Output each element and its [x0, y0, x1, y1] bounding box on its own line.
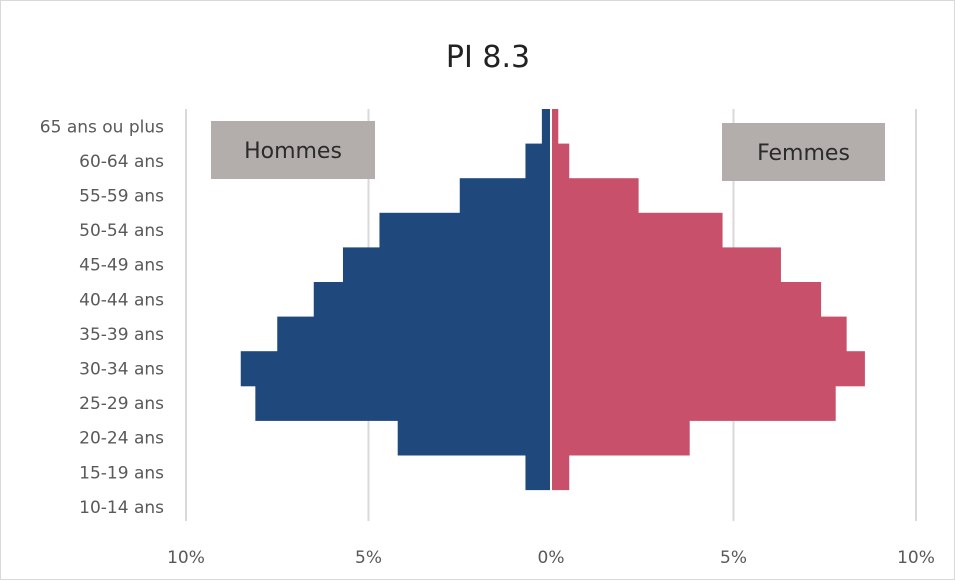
bar-femmes-6: [551, 316, 847, 352]
legend-group: Hommes Femmes: [211, 121, 885, 181]
y-tick-label: 65 ans ou plus: [40, 117, 164, 137]
y-tick-label: 35-39 ans: [79, 325, 164, 345]
chart-title: PI 8.3: [446, 40, 530, 75]
bar-hommes-4: [255, 385, 551, 421]
bar-hommes-8: [342, 247, 551, 283]
bar-hommes-5: [240, 351, 551, 387]
legend-label-femmes: Femmes: [757, 141, 850, 166]
bar-femmes-3: [551, 420, 690, 456]
bar-hommes-7: [313, 282, 551, 318]
legend-label-hommes: Hommes: [244, 139, 342, 164]
y-tick-label: 30-34 ans: [79, 360, 164, 380]
y-tick-label: 10-14 ans: [79, 498, 164, 518]
y-axis-tick-labels: 10-14 ans 15-19 ans 20-24 ans 25-29 ans 30-3…: [40, 117, 164, 518]
x-tick-label: 5%: [355, 548, 382, 568]
x-tick-label: 10%: [897, 548, 935, 568]
bars-group: [240, 109, 865, 491]
bar-femmes-4: [551, 385, 836, 421]
y-tick-label: 60-64 ans: [79, 152, 164, 172]
bar-hommes-6: [277, 316, 551, 352]
legend-box-femmes: [722, 123, 885, 181]
bar-femmes-10: [551, 178, 639, 214]
bar-femmes-11: [551, 143, 570, 179]
bar-hommes-10: [459, 178, 551, 214]
y-tick-label: 20-24 ans: [79, 429, 164, 449]
bar-hommes-2: [525, 455, 551, 491]
y-tick-label: 50-54 ans: [79, 221, 164, 241]
bar-femmes-8: [551, 247, 781, 283]
legend-box-hommes: [211, 121, 375, 179]
bar-femmes-9: [551, 212, 723, 248]
y-tick-label: 55-59 ans: [79, 187, 164, 207]
bar-hommes-9: [379, 212, 551, 248]
bar-hommes-3: [397, 420, 551, 456]
x-tick-label: 5%: [720, 548, 747, 568]
y-tick-label: 25-29 ans: [79, 394, 164, 414]
bar-femmes-12: [551, 109, 559, 145]
y-tick-label: 45-49 ans: [79, 256, 164, 276]
bar-femmes-5: [551, 351, 865, 387]
bar-hommes-12: [541, 109, 551, 145]
bar-hommes-11: [525, 143, 551, 179]
x-tick-label: 10%: [167, 548, 205, 568]
y-tick-label: 15-19 ans: [79, 463, 164, 483]
bar-femmes-2: [551, 455, 570, 491]
x-axis-tick-labels: 10% 5% 0% 5% 10%: [167, 548, 935, 568]
x-tick-label: 0%: [538, 548, 565, 568]
y-tick-label: 40-44 ans: [79, 290, 164, 310]
bar-femmes-7: [551, 282, 822, 318]
